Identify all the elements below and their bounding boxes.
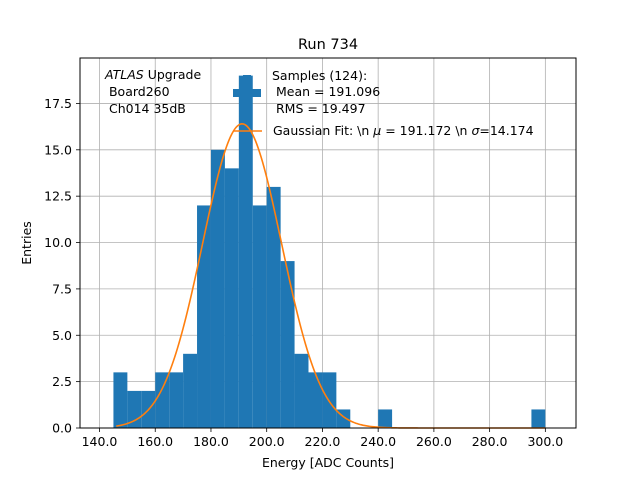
annotation-channel: Ch014 35dB: [105, 101, 186, 116]
x-tick-label: 260.0: [416, 434, 452, 449]
legend-fit-sigma-symbol: σ: [471, 123, 480, 138]
histogram-bar: [531, 409, 546, 428]
histogram-bar: [280, 261, 295, 428]
legend-samples-title: Samples (124):: [272, 68, 367, 83]
x-tick-label: 180.0: [193, 434, 229, 449]
legend-fit-suffix: =14.174: [479, 123, 533, 138]
histogram-bar: [224, 168, 239, 428]
histogram-bar: [252, 205, 267, 428]
histogram-bar: [378, 409, 393, 428]
x-tick-label: 200.0: [249, 434, 285, 449]
x-tick-label: 280.0: [472, 434, 508, 449]
plot-frame: [79, 57, 577, 429]
legend-fit-mu-symbol: μ: [372, 123, 381, 138]
legend-samples-rms: RMS = 19.497: [272, 101, 366, 116]
histogram-bars: [113, 75, 546, 428]
legend-fit-label: Gaussian Fit: \n μ = 191.172 \n σ=14.174: [273, 123, 534, 138]
legend: Samples (124): Mean = 191.096 RMS = 19.4…: [233, 68, 534, 138]
x-axis-ticks: 140.0 160.0 180.0 200.0 220.0 240.0 260.0 280.0…: [82, 428, 563, 449]
y-axis-ticks: 0.0 2.5 5.0 7.5 10.0 12.5 15.0 17.5: [44, 96, 80, 436]
y-tick-label: 2.5: [52, 374, 72, 389]
y-tick-label: 12.5: [44, 189, 72, 204]
x-tick-label: 140.0: [82, 434, 118, 449]
y-tick-label: 10.0: [44, 235, 72, 250]
histogram-bar: [155, 372, 170, 428]
legend-fit-prefix: Gaussian Fit: \n: [273, 123, 373, 138]
legend-samples-mean: Mean = 191.096: [272, 84, 380, 99]
x-tick-label: 240.0: [360, 434, 396, 449]
legend-samples-errorbar-icon: [233, 75, 261, 111]
histogram-bar: [183, 353, 198, 428]
legend-fit-mid: = 191.172 \n: [381, 123, 471, 138]
histogram-bar: [197, 205, 211, 428]
annotation-line-1: ATLAS Upgrade: [104, 67, 201, 82]
annotation-upgrade: Upgrade: [144, 67, 202, 82]
histogram-bar: [210, 149, 225, 428]
y-tick-label: 17.5: [44, 96, 72, 111]
y-axis-label: Entries: [19, 221, 34, 265]
atlas-annotation: ATLAS Upgrade Board260 Ch014 35dB: [104, 67, 201, 116]
y-tick-label: 15.0: [44, 142, 72, 157]
x-tick-label: 300.0: [527, 434, 563, 449]
histogram-bar: [266, 186, 281, 428]
histogram-bar: [169, 372, 184, 428]
chart-title: Run 734: [298, 37, 358, 53]
histogram-bar: [238, 75, 253, 428]
x-tick-label: 220.0: [305, 434, 341, 449]
x-axis-label: Energy [ADC Counts]: [262, 455, 394, 470]
histogram-bar: [113, 372, 128, 428]
y-tick-label: 7.5: [52, 281, 72, 296]
histogram-bar: [308, 372, 323, 428]
annotation-experiment: ATLAS: [104, 67, 144, 82]
y-tick-label: 5.0: [52, 328, 72, 343]
histogram-bar: [294, 353, 309, 428]
annotation-board: Board260: [105, 84, 170, 99]
x-tick-label: 160.0: [137, 434, 173, 449]
y-tick-label: 0.0: [52, 421, 72, 436]
